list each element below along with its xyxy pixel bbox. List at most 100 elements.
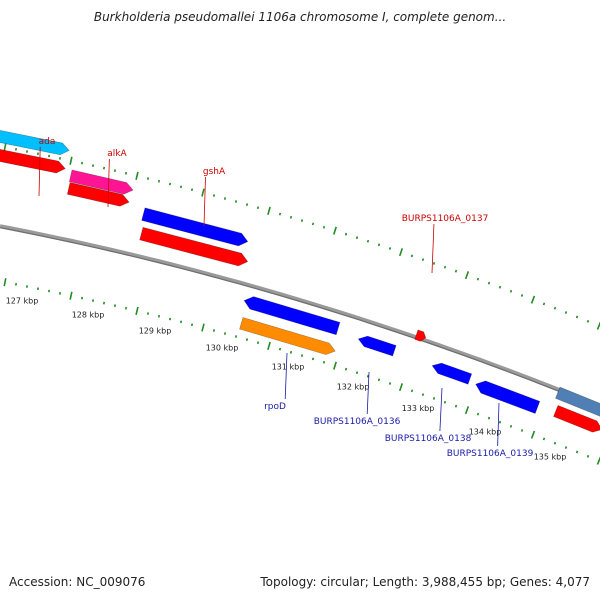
inner-tick-mark — [102, 301, 106, 305]
inner-tick-mark — [487, 416, 491, 420]
gene-label-gshA: gshA — [203, 167, 226, 177]
inner-tick-mark — [201, 323, 205, 332]
inner-tick-mark — [256, 341, 260, 345]
outer-tick-mark — [355, 236, 359, 240]
outer-tick-mark — [476, 277, 480, 281]
outer-tick-mark — [69, 156, 73, 165]
outer-tick-mark — [190, 188, 194, 192]
outer-tick-mark — [432, 262, 436, 265]
gene-red[interactable] — [553, 404, 600, 435]
tick-label: 134 kbp — [469, 428, 502, 437]
gene-BURPS1106A_0137[interactable] — [414, 329, 428, 343]
gene-alkA[interactable] — [68, 169, 134, 196]
outer-tick-mark — [245, 203, 249, 206]
outer-tick-mark — [366, 239, 370, 243]
inner-tick-mark — [113, 304, 117, 308]
tick-label: 133 kbp — [402, 404, 435, 413]
inner-tick-mark — [311, 357, 315, 361]
gene-label-alkA: alkA — [107, 149, 127, 159]
outer-tick-mark — [168, 182, 172, 186]
inner-tick-mark — [223, 332, 227, 335]
inner-tick-mark — [168, 317, 172, 321]
inner-tick-mark — [245, 338, 249, 341]
gene-blue-reverse[interactable] — [242, 294, 341, 336]
inner-tick-mark — [421, 393, 425, 397]
gene-rpoD[interactable] — [239, 317, 337, 356]
outer-tick-mark — [300, 219, 304, 222]
tick-label: 127 kbp — [6, 297, 39, 306]
inner-tick-mark — [553, 441, 557, 445]
inner-tick-mark — [58, 292, 62, 295]
label-leader-line — [38, 146, 41, 197]
backbone-line — [0, 224, 600, 409]
outer-tick-mark — [80, 161, 84, 165]
inner-tick-mark — [333, 361, 337, 370]
outer-tick-mark — [234, 200, 238, 203]
inner-tick-mark — [3, 278, 7, 287]
tick-label: 129 kbp — [139, 326, 172, 335]
outer-tick-mark — [498, 285, 502, 289]
tick-label: 132 kbp — [337, 382, 370, 391]
outer-tick-mark — [575, 315, 579, 319]
outer-tick-mark — [509, 289, 513, 293]
inner-tick-mark — [344, 367, 348, 371]
outer-tick-mark — [278, 212, 282, 216]
tick-label: 128 kbp — [72, 310, 105, 319]
genome-summary-text: Topology: circular; Length: 3,988,455 bp… — [260, 575, 590, 589]
inner-tick-mark — [410, 389, 414, 393]
outer-tick-mark — [212, 194, 216, 197]
outer-tick-mark — [124, 171, 128, 175]
inner-tick-mark — [596, 456, 600, 465]
gene-BURPS1106A_0136[interactable] — [357, 334, 397, 357]
inner-tick-mark — [454, 404, 458, 408]
inner-tick-mark — [476, 412, 480, 416]
outer-tick-mark — [102, 166, 106, 170]
inner-tick-mark — [267, 341, 271, 350]
gene-gshA[interactable] — [141, 207, 250, 248]
inner-tick-mark — [135, 306, 139, 315]
outer-tick-mark — [410, 254, 414, 258]
inner-tick-mark — [498, 420, 502, 424]
outer-tick-mark — [3, 143, 7, 152]
outer-tick-mark — [530, 295, 536, 304]
inner-tick-mark — [377, 378, 381, 382]
gene-label-BURPS1106A_0137: BURPS1106A_0137 — [402, 214, 489, 224]
outer-tick-mark — [267, 206, 271, 215]
outer-tick-mark — [333, 226, 337, 235]
outer-tick-mark — [223, 197, 227, 200]
outer-tick-mark — [421, 258, 425, 262]
outer-tick-mark — [113, 169, 117, 173]
inner-tick-mark — [530, 430, 536, 439]
outer-tick-mark — [311, 222, 315, 226]
label-leader-line — [366, 371, 370, 415]
outer-tick-mark — [443, 265, 447, 269]
gene-ada[interactable] — [0, 127, 70, 156]
inner-tick-mark — [91, 299, 95, 302]
gene-steelblue[interactable] — [555, 386, 600, 421]
outer-tick-mark — [91, 164, 95, 167]
label-leader-line — [284, 352, 288, 400]
gene-label-rpoD: rpoD — [264, 402, 286, 412]
outer-tick-mark — [157, 179, 161, 183]
outer-tick-mark — [344, 232, 348, 236]
gene-red[interactable] — [139, 226, 250, 268]
gene-red[interactable] — [66, 182, 130, 209]
inner-tick-mark — [542, 437, 546, 441]
outer-tick-mark — [146, 177, 150, 180]
outer-tick-mark — [377, 243, 381, 247]
outer-tick-mark — [520, 294, 524, 297]
gene-BURPS1106A_0139[interactable] — [473, 378, 541, 414]
gene-BURPS1106A_0138[interactable] — [430, 360, 473, 385]
inner-tick-mark — [520, 429, 524, 432]
outer-tick-mark — [289, 215, 293, 219]
label-leader-line — [203, 176, 206, 227]
gene-label-BURPS1106A_0139: BURPS1106A_0139 — [447, 449, 534, 459]
inner-tick-mark — [157, 314, 161, 318]
inner-tick-mark — [234, 335, 238, 338]
outer-tick-mark — [135, 171, 139, 180]
map-title: Burkholderia pseudomallei 1106a chromoso… — [93, 10, 507, 24]
gene-red[interactable] — [0, 146, 66, 174]
outer-tick-mark — [201, 188, 205, 197]
inner-tick-mark — [80, 296, 84, 300]
